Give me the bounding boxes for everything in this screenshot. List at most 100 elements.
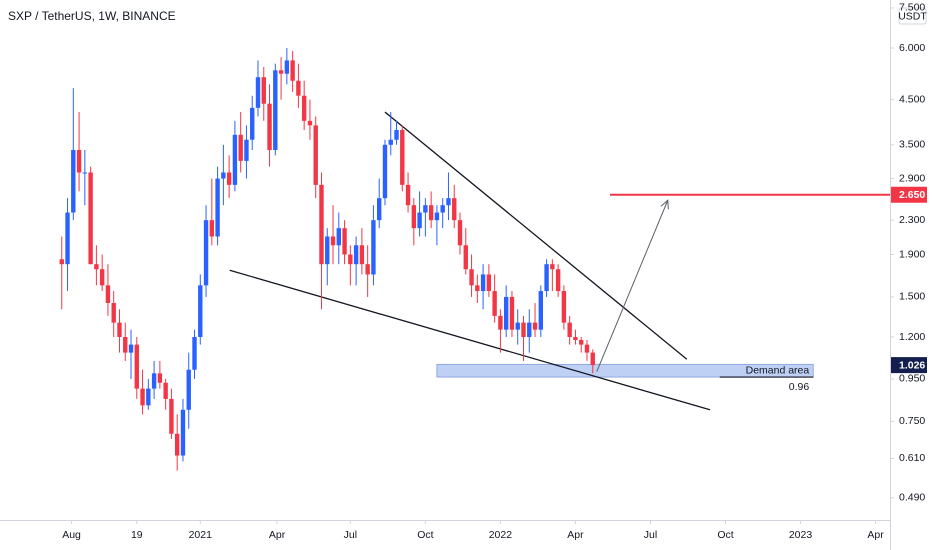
candle-body (278, 70, 284, 74)
candle-body (365, 264, 370, 275)
candle-body (301, 95, 307, 121)
x-tick-label: Aug (62, 529, 81, 541)
candle-body (359, 245, 365, 265)
candle-body (117, 322, 122, 337)
x-tick-label: 2021 (189, 529, 213, 541)
candle-body (371, 220, 376, 275)
x-tick-label: 19 (131, 529, 143, 541)
unit-box[interactable] (898, 7, 927, 25)
x-tick-label: Apr (867, 529, 884, 541)
y-tick-label: 0.950 (899, 373, 925, 385)
candle-body (232, 134, 238, 185)
candle-body (492, 291, 497, 316)
demand-area (436, 363, 814, 378)
last-price-label: 1.026 (899, 359, 925, 371)
candle-body (382, 144, 388, 199)
candle-body (198, 285, 203, 337)
candle-body (82, 172, 88, 174)
candle-body (486, 274, 492, 292)
candle-body (244, 139, 249, 161)
candle-body (215, 178, 220, 237)
projection-arrow (596, 200, 669, 372)
candle-body (186, 369, 191, 410)
candle-body (573, 336, 578, 341)
candle-body (579, 340, 584, 345)
candle-body (99, 269, 105, 286)
candle-body (94, 264, 99, 270)
candle-body (76, 150, 82, 173)
y-tick-label: 1.500 (899, 291, 925, 303)
candle-body (411, 205, 417, 229)
candle-body (273, 70, 278, 151)
candle-body (261, 77, 266, 104)
x-tick-label: Oct (417, 529, 433, 541)
candle-body (457, 220, 463, 246)
y-tick-label: 4.500 (899, 93, 925, 105)
candle-body (538, 291, 544, 330)
candle-body (405, 184, 411, 206)
candle-body (544, 264, 549, 292)
level-price-box (891, 186, 927, 203)
y-tick-label: 2.300 (899, 214, 925, 226)
candle-body (146, 388, 151, 406)
candle-body (140, 388, 145, 406)
candle-body (128, 344, 134, 353)
candle-body (423, 205, 428, 213)
y-tick-label: 6.000 (899, 42, 925, 54)
candle-body (226, 172, 232, 185)
candle-body (475, 285, 480, 292)
candle-body (105, 285, 111, 304)
candle-body (169, 398, 174, 434)
x-tick-label: Apr (269, 529, 286, 541)
candle-body (284, 60, 290, 74)
candle-body (509, 296, 515, 330)
x-tick-label: Jul (644, 529, 657, 541)
last-price-box (891, 357, 927, 374)
candle-body (377, 198, 382, 221)
candle-body (452, 198, 457, 221)
candle-body (353, 245, 359, 265)
chart-title: SXP / TetherUS, 1W, BINANCE (8, 9, 176, 23)
candle-body (157, 373, 163, 383)
x-tick-label: Oct (717, 529, 733, 541)
candle-body (163, 382, 168, 399)
candle-body (313, 125, 318, 185)
candle-body (469, 269, 474, 286)
candle-body (590, 352, 595, 366)
candle-body (388, 139, 393, 145)
level-price-label: 2.650 (899, 189, 925, 201)
candle-body (342, 228, 347, 255)
x-tick-label: Jul (344, 529, 357, 541)
candle-body (428, 205, 434, 221)
candle-body (174, 433, 180, 456)
candle-body (180, 409, 186, 456)
candle-body (250, 107, 255, 140)
candle-body (319, 184, 324, 265)
candle-body (151, 373, 157, 389)
x-tick-label: 2022 (489, 529, 513, 541)
candle-body (440, 205, 445, 213)
candle-body (555, 269, 561, 292)
y-tick-label: 2.900 (899, 172, 925, 184)
demand-low-label: 0.96 (789, 381, 810, 393)
candle-body (532, 322, 538, 330)
candle-body (221, 172, 226, 179)
candle-body (307, 120, 313, 126)
candle-body (498, 315, 503, 330)
candle-body (348, 254, 353, 265)
x-tick-label: Apr (567, 529, 584, 541)
candle-body (446, 198, 451, 206)
trendline (229, 269, 711, 411)
candle-body (527, 322, 532, 337)
trendline (384, 111, 688, 360)
unit-label[interactable]: USDT (898, 10, 927, 22)
candle-body (434, 212, 440, 221)
candle-body (515, 322, 520, 330)
y-tick-label: 1.900 (899, 248, 925, 260)
candle-body (134, 344, 139, 389)
candle-body (290, 60, 295, 81)
candle-body (255, 77, 261, 108)
candle-body (267, 103, 272, 151)
candle-body (521, 322, 526, 337)
